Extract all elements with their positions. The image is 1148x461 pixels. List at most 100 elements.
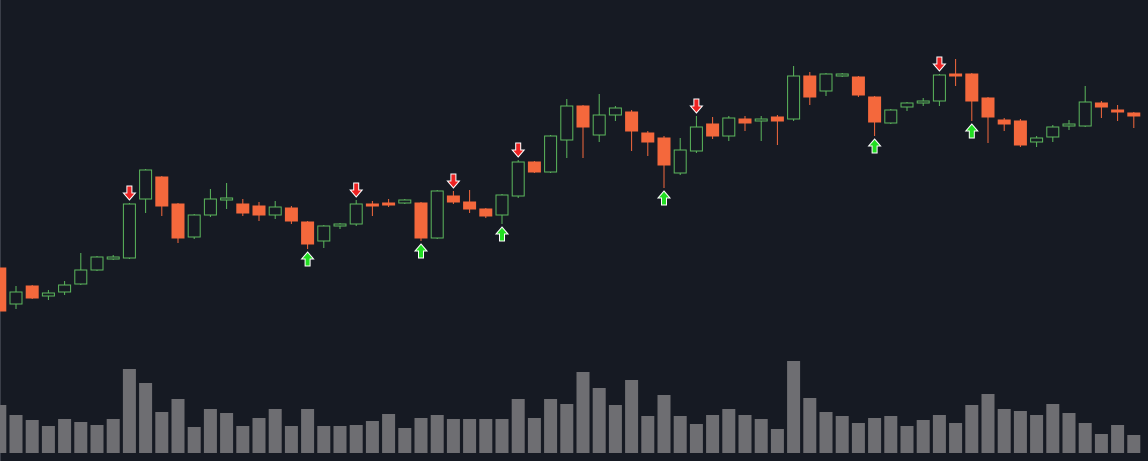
buy-signal [656,190,672,206]
volume-bar [592,388,606,453]
volume-bar [1111,425,1125,453]
volume-bar [819,412,833,453]
buy-signal [300,251,315,267]
candle-body [74,269,88,285]
volume-bar [1127,435,1141,453]
candle-body [900,102,914,108]
candle-body [1127,112,1141,117]
candle-body [252,205,266,216]
volume-bar [738,415,752,453]
candle-body [592,114,606,136]
candle-body [819,73,833,92]
volume-bar [479,419,493,453]
candle-body [576,105,590,128]
volume-bar [1078,423,1092,453]
candle-body [463,201,477,210]
volume-bar [414,418,428,453]
candle-body [1111,109,1125,113]
volume-bar [803,398,817,453]
volume-bar [41,426,55,453]
candle-body [884,109,898,124]
candle-body [787,75,801,120]
candle-body [1078,101,1092,127]
candle-body [1013,120,1027,146]
candle-body [414,202,428,239]
candle-body [835,73,849,77]
candle-body [722,117,736,137]
volume-bar [949,423,963,453]
candle-body [479,208,493,217]
volume-bar [463,419,477,453]
candle-body [981,97,995,118]
candle-body [382,202,396,206]
candle-body [868,96,882,123]
volume-bar [430,415,444,453]
volume-bar [398,428,412,453]
candle-body [657,137,671,166]
volume-bar [171,399,185,453]
candle-body [90,256,104,271]
signals [122,56,979,267]
volume-bar [252,418,266,453]
volume-bar [139,383,153,453]
candle-body [770,116,784,122]
volume-bar [106,419,120,453]
candle-body [25,285,39,299]
candle-body [932,74,946,102]
candle-body [333,223,347,227]
volume-bar [495,419,509,453]
volume-bar [868,418,882,453]
sell-signal [689,98,704,114]
volume-bar [203,409,217,453]
candle-body [301,221,315,245]
volume-bar [981,394,995,453]
candle-body [803,75,817,98]
candle-body [284,207,298,222]
volume-bar [446,419,460,453]
volume-bar [122,369,136,453]
sell-signal [932,56,947,72]
volume-bar [722,409,736,453]
sell-signal [511,142,526,158]
candle-body [220,197,234,201]
buy-signal [413,243,429,259]
volume-bar [365,421,379,453]
volume-bar [884,416,898,453]
candle-body [641,132,655,143]
volume-bar [9,415,23,453]
candle-body [608,107,622,116]
candle-body [511,161,525,197]
candle-body [268,206,282,216]
candle-body [9,291,23,305]
volume-bar [1046,404,1060,453]
volume-bar [625,380,639,453]
candle-body [236,203,250,214]
volume-bar [560,404,574,453]
volume-bar [1030,415,1044,453]
volume-bar [965,405,979,453]
volume-bar [301,409,315,453]
volume-bar [155,412,169,453]
volume-bar [932,415,946,453]
volume-bar [25,420,39,453]
candle-body [706,123,720,137]
candle-body [317,225,331,242]
candle-body [1046,126,1060,138]
buy-signal [494,226,510,242]
candle-body [365,203,379,207]
candle-body [398,199,412,204]
volume-bar [997,409,1011,453]
candle-body [738,118,752,124]
candle-body [187,214,201,238]
candle-body [41,292,55,297]
candle-body [625,111,639,132]
candle-body [106,256,120,260]
candle-body [1062,123,1076,127]
volume-bar [58,419,72,453]
volume-bar [916,420,930,453]
volume-bar [673,416,687,453]
candle-body [58,284,72,293]
volume-bar [382,414,396,453]
candle-body [965,73,979,102]
candle-body [754,118,768,122]
